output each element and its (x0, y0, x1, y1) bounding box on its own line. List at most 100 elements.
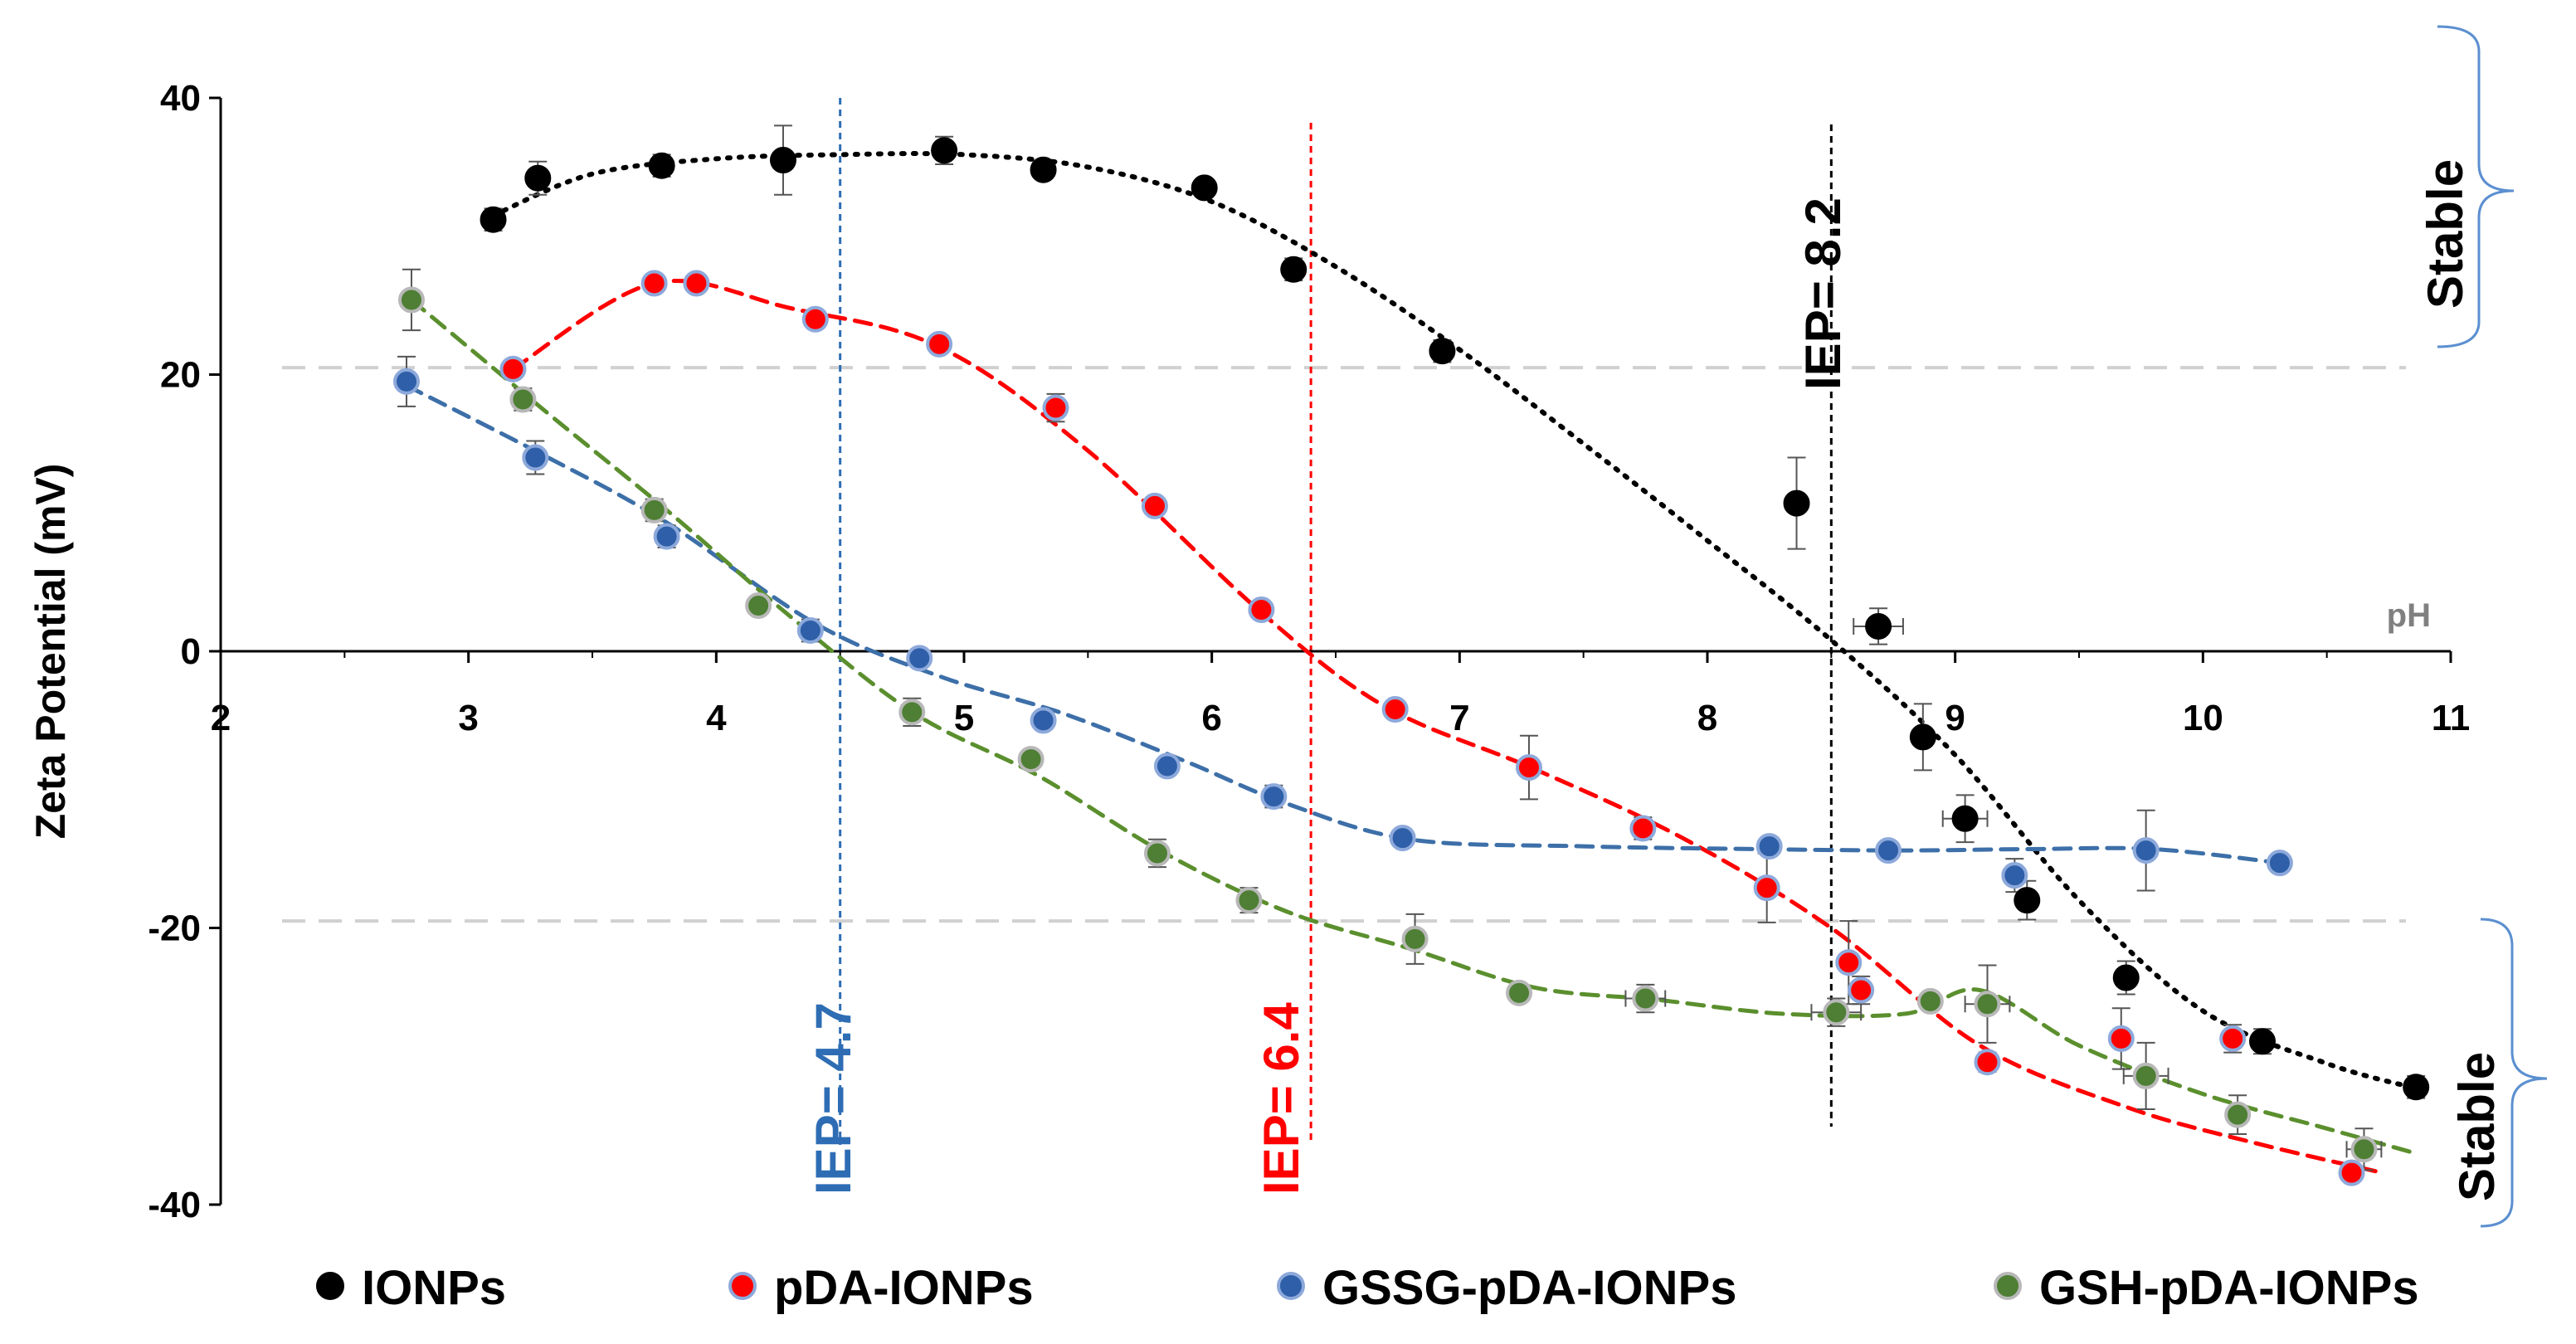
pda-ionps-trend-line (510, 279, 2379, 1174)
legend-marker-pda-ionps (728, 1272, 757, 1300)
ionps-point (931, 137, 958, 164)
gssg-pda-ionps-point (393, 368, 420, 395)
ionps-point (769, 147, 796, 174)
legend-label-gssg-pda-ionps: GSSG-pDA-IONPs (1322, 1261, 1737, 1315)
gsh-pda-ionps-point (1506, 979, 1533, 1006)
legend: IONPs pDA-IONPs GSSG-pDA-IONPs GSH-pDA-IONP… (316, 1261, 2419, 1315)
ionps-point (480, 206, 507, 233)
y-tick-label: -40 (148, 1185, 201, 1225)
gsh-pda-ionps-point (1823, 999, 1850, 1026)
ionps-point (648, 152, 675, 179)
x-tick-label: 4 (706, 698, 727, 738)
ionps-trend-line (490, 151, 2419, 1091)
ionps-point (2112, 964, 2140, 991)
stable-bracket-top (2437, 25, 2515, 348)
ionps-point (1280, 256, 1307, 283)
pda-ionps-point (499, 355, 527, 382)
gssg-pda-ionps-point (2132, 837, 2160, 864)
pda-ionps-point (2219, 1025, 2247, 1052)
iep-label-2: IEP= 8.2 (1795, 197, 1851, 390)
gsh-pda-ionps-point (1143, 840, 1171, 867)
legend-marker-gssg-pda-ionps (1277, 1272, 1305, 1300)
y-axis-title: Zeta Potential (mV) (27, 464, 74, 840)
gssg-pda-ionps-point (1389, 825, 1416, 852)
gsh-pda-ionps-point (2350, 1136, 2378, 1163)
legend-label-pda-ionps: pDA-IONPs (774, 1261, 1034, 1315)
gsh-pda-ionps-point (397, 286, 425, 314)
x-tick-label: 3 (458, 698, 478, 738)
gsh-pda-ionps-point (1017, 746, 1045, 773)
gsh-pda-ionps-point (745, 592, 772, 619)
pda-ionps-point (1753, 874, 1780, 902)
gssg-pda-ionps-point (1260, 783, 1288, 811)
pda-ionps-point (1515, 754, 1542, 782)
ionps-point (1865, 612, 1892, 640)
pda-ionps-point (1381, 696, 1409, 723)
legend-label-gsh-pda-ionps: GSH-pDA-IONPs (2039, 1261, 2419, 1315)
gsh-pda-ionps-point (2132, 1062, 2160, 1089)
gssg-pda-ionps-point (2001, 862, 2028, 889)
ionps-point (1030, 156, 1057, 183)
pda-ionps-point (1848, 976, 1875, 1004)
gssg-pda-ionps-point (1875, 837, 1902, 864)
pda-ionps-point (926, 330, 953, 358)
pda-ionps-point (1974, 1049, 2001, 1076)
gssg-pda-ionps-point (522, 444, 549, 471)
gssg-pda-ionps-point (2266, 850, 2293, 877)
gssg-pda-ionps-point (653, 523, 680, 550)
y-tick-label: -20 (148, 908, 201, 949)
x-axis-title: pH (2387, 597, 2431, 634)
stable-label-top: Stable (2418, 159, 2473, 309)
ionps-point (2403, 1074, 2430, 1101)
stable-brackets: Stable Stable (2418, 25, 2548, 1228)
pda-ionps-point (1835, 949, 1863, 976)
x-tick-label: 6 (1201, 698, 1221, 738)
trend-lines (404, 151, 2419, 1174)
pda-ionps-point (801, 305, 829, 333)
pda-ionps-point (2338, 1159, 2365, 1186)
gsh-pda-ionps-point (1632, 985, 1659, 1012)
iep-label-0: IEP= 4.7 (806, 1002, 861, 1195)
gsh-pda-ionps-point (1235, 887, 1263, 914)
x-tick-label: 2 (211, 698, 231, 738)
ionps-point (1429, 338, 1456, 365)
gsh-pda-ionps-point (509, 386, 537, 413)
gssg-pda-ionps-point (796, 616, 824, 644)
pda-ionps-point (1629, 815, 1657, 842)
gsh-pda-ionps-point (1974, 991, 2001, 1018)
ionps-point (524, 164, 552, 192)
stable-label-bottom: Stable (2449, 1052, 2505, 1201)
gssg-pda-ionps-point (1030, 707, 1057, 734)
gsh-pda-ionps-point (2224, 1101, 2252, 1128)
ionps-point (1909, 723, 1936, 751)
ionps-point (1191, 174, 1218, 202)
iep-lines (839, 98, 1833, 1145)
gssg-pda-ionps-point (906, 645, 933, 672)
x-tick-label: 7 (1449, 698, 1469, 738)
iep-label-1: IEP= 6.4 (1254, 1002, 1309, 1195)
gsh-pda-ionps-point (1401, 925, 1429, 952)
y-tick-label: 20 (160, 355, 201, 396)
gsh-pda-ionps-point (640, 496, 668, 523)
x-tick-label: 5 (954, 698, 974, 738)
pda-ionps-point (1141, 492, 1168, 519)
x-tick-label: 10 (2183, 698, 2223, 738)
legend-marker-ionps (316, 1272, 344, 1300)
pda-ionps-point (640, 270, 668, 297)
gsh-pda-ionps-point (898, 699, 926, 726)
gssg-pda-ionps-trend-line (404, 383, 2282, 865)
legend-label-ionps: IONPs (362, 1261, 506, 1315)
data-points (393, 137, 2430, 1186)
legend-marker-gsh-pda-ionps (1994, 1272, 2022, 1300)
gsh-pda-ionps-point (1916, 987, 1944, 1015)
stable-bracket-bottom (2480, 918, 2548, 1228)
ionps-point (1783, 489, 1810, 517)
ionps-point (1951, 805, 1979, 832)
y-tick-label: 40 (160, 78, 201, 119)
text-labels: IEP= 4.7 IEP= 6.4 IEP= 8.2 (806, 197, 1851, 1195)
ionps-point (2014, 887, 2041, 914)
x-tick-label: 11 (2432, 698, 2471, 738)
pda-ionps-point (1248, 596, 1275, 623)
gssg-pda-ionps-point (1153, 752, 1181, 780)
pda-ionps-point (2107, 1025, 2135, 1052)
